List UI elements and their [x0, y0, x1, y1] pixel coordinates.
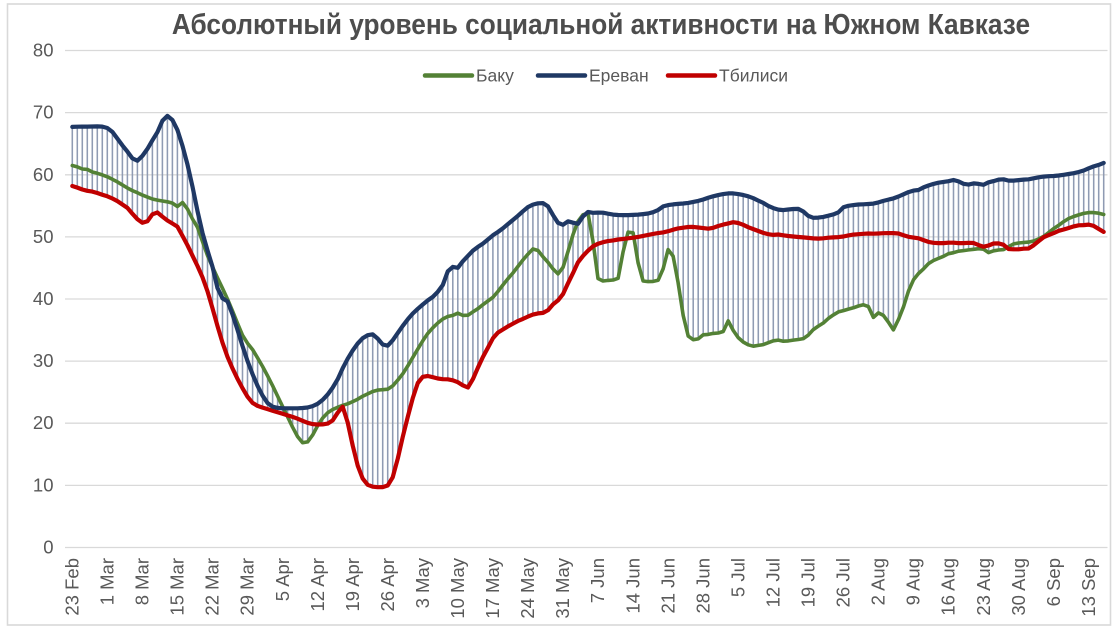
- svg-text:70: 70: [33, 102, 54, 123]
- svg-text:60: 60: [33, 164, 54, 185]
- svg-text:1 Mar: 1 Mar: [97, 558, 118, 605]
- svg-text:14 Jun: 14 Jun: [622, 558, 643, 614]
- svg-text:19 Jul: 19 Jul: [798, 558, 819, 607]
- svg-text:24 May: 24 May: [517, 557, 538, 618]
- svg-text:Абсолютный уровень социальной: Абсолютный уровень социальной активности…: [172, 8, 1030, 41]
- svg-text:31 May: 31 May: [552, 557, 573, 618]
- svg-text:30: 30: [33, 350, 54, 371]
- svg-text:0: 0: [43, 537, 53, 558]
- svg-text:6 Sep: 6 Sep: [1043, 558, 1064, 606]
- svg-text:16 Aug: 16 Aug: [938, 558, 959, 616]
- svg-text:8 Mar: 8 Mar: [132, 558, 153, 605]
- svg-text:Тбилиси: Тбилиси: [719, 66, 788, 86]
- svg-text:3 May: 3 May: [412, 557, 433, 608]
- svg-text:28 Jun: 28 Jun: [692, 558, 713, 614]
- svg-text:26 Apr: 26 Apr: [377, 558, 398, 612]
- svg-text:26 Jul: 26 Jul: [833, 558, 854, 607]
- svg-text:10: 10: [33, 474, 54, 495]
- svg-text:7 Jun: 7 Jun: [587, 558, 608, 603]
- svg-text:17 May: 17 May: [482, 557, 503, 618]
- svg-text:12 Apr: 12 Apr: [307, 558, 328, 612]
- svg-text:80: 80: [33, 40, 54, 61]
- svg-text:2 Aug: 2 Aug: [868, 558, 889, 605]
- svg-text:Ереван: Ереван: [589, 66, 649, 86]
- svg-text:5 Jul: 5 Jul: [727, 558, 748, 597]
- svg-text:9 Aug: 9 Aug: [903, 558, 924, 605]
- svg-text:29 Mar: 29 Mar: [237, 558, 258, 616]
- svg-text:Баку: Баку: [476, 66, 514, 86]
- svg-text:20: 20: [33, 412, 54, 433]
- svg-text:23 Feb: 23 Feb: [62, 558, 83, 616]
- svg-text:15 Mar: 15 Mar: [167, 558, 188, 616]
- svg-text:12 Jul: 12 Jul: [763, 558, 784, 607]
- svg-text:50: 50: [33, 226, 54, 247]
- svg-text:19 Apr: 19 Apr: [342, 558, 363, 612]
- svg-text:21 Jun: 21 Jun: [657, 558, 678, 614]
- svg-text:10 May: 10 May: [447, 557, 468, 618]
- svg-text:30 Aug: 30 Aug: [1008, 558, 1029, 616]
- svg-text:40: 40: [33, 288, 54, 309]
- svg-text:23 Aug: 23 Aug: [973, 558, 994, 616]
- svg-text:13 Sep: 13 Sep: [1078, 558, 1099, 617]
- svg-text:22 Mar: 22 Mar: [202, 558, 223, 616]
- svg-text:5 Apr: 5 Apr: [272, 558, 293, 601]
